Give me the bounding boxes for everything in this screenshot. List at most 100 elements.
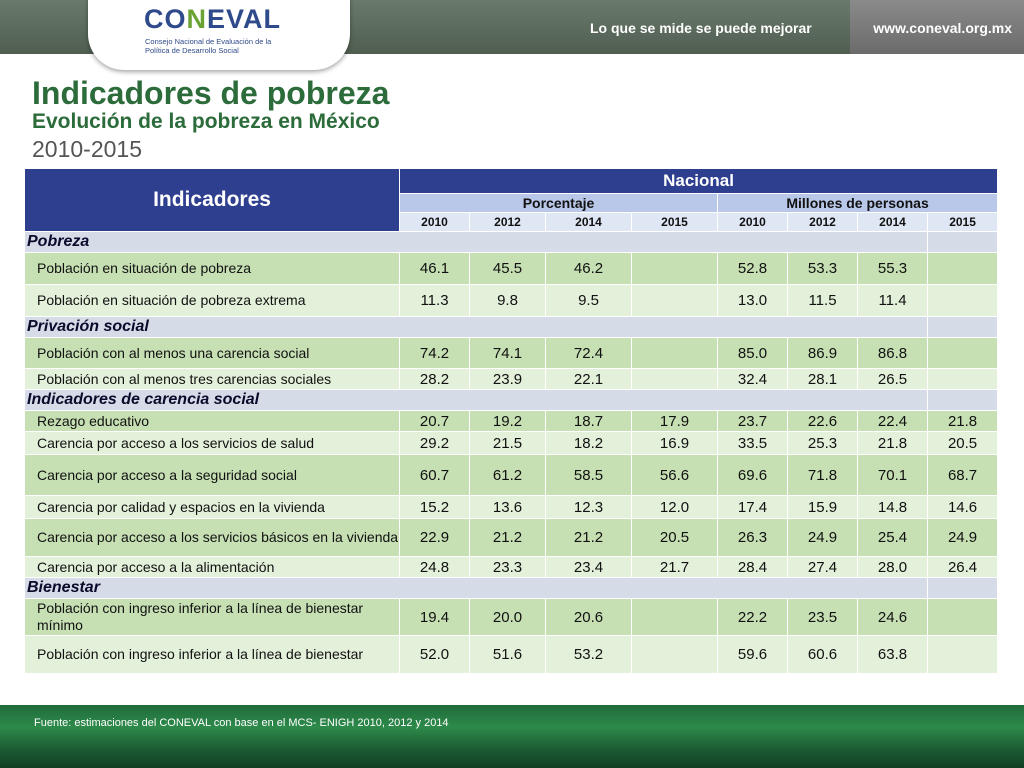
indicator-value: 21.2 bbox=[545, 518, 632, 557]
section-row: Privación social bbox=[24, 316, 999, 338]
indicator-value bbox=[926, 284, 999, 317]
indicator-value: 74.2 bbox=[399, 337, 470, 369]
source-note: Fuente: estimaciones del CONEVAL con bas… bbox=[34, 717, 449, 729]
table-row: Carencia por acceso a la alimentación 24.… bbox=[24, 556, 999, 578]
slogan: Lo que se mide se puede mejorar bbox=[590, 20, 812, 36]
indicator-value: 22.4 bbox=[857, 410, 928, 432]
footer-band bbox=[0, 705, 1024, 768]
indicator-value: 19.2 bbox=[469, 410, 546, 432]
indicator-value bbox=[926, 368, 999, 390]
indicator-value: 18.7 bbox=[545, 410, 632, 432]
indicator-label: Carencia por acceso a los servicios bási… bbox=[24, 518, 400, 557]
table-row: Carencia por acceso a la seguridad socia… bbox=[24, 454, 999, 496]
indicator-label: Población en situación de pobreza extrem… bbox=[24, 284, 400, 317]
indicator-value: 16.9 bbox=[631, 431, 718, 455]
indicator-value: 23.5 bbox=[787, 598, 858, 636]
indicators-header: Indicadores bbox=[24, 168, 400, 232]
table-row: Carencia por acceso a los servicios de s… bbox=[24, 431, 999, 455]
indicator-value: 52.0 bbox=[399, 635, 470, 674]
section-spacer bbox=[926, 316, 999, 338]
indicator-label: Rezago educativo bbox=[24, 410, 400, 432]
logo-accent-letter: N bbox=[186, 4, 207, 34]
percent-group-header: Porcentaje bbox=[399, 193, 718, 213]
indicator-value: 46.2 bbox=[545, 252, 632, 285]
section-row: Pobreza bbox=[24, 231, 999, 253]
indicator-value: 21.8 bbox=[926, 410, 999, 432]
indicator-label: Carencia por acceso a los servicios de s… bbox=[24, 431, 400, 455]
section-label: Indicadores de carencia social bbox=[24, 389, 928, 411]
indicator-value: 23.3 bbox=[469, 556, 546, 578]
indicator-value: 68.7 bbox=[926, 454, 999, 496]
indicator-value: 29.2 bbox=[399, 431, 470, 455]
indicator-value: 28.4 bbox=[717, 556, 788, 578]
website-link[interactable]: www.coneval.org.mx bbox=[873, 20, 1012, 36]
indicator-value: 19.4 bbox=[399, 598, 470, 636]
year-header: 2010 bbox=[399, 212, 470, 232]
indicator-value: 25.3 bbox=[787, 431, 858, 455]
indicator-value bbox=[631, 337, 718, 369]
indicator-value bbox=[926, 635, 999, 674]
indicator-label: Población con al menos tres carencias so… bbox=[24, 368, 400, 390]
indicator-value: 21.7 bbox=[631, 556, 718, 578]
indicator-value: 9.8 bbox=[469, 284, 546, 317]
indicator-value: 45.5 bbox=[469, 252, 546, 285]
indicator-value: 70.1 bbox=[857, 454, 928, 496]
years-row: 2010 2012 2014 2015 2010 2012 2014 2015 bbox=[25, 212, 999, 232]
indicator-value: 74.1 bbox=[469, 337, 546, 369]
coneval-logo: CONEVAL bbox=[144, 4, 282, 34]
page-subtitle: Evolución de la pobreza en México bbox=[32, 110, 380, 133]
table-row: Población con ingreso inferior a la líne… bbox=[24, 598, 999, 636]
logo-tab: CONEVAL Consejo Nacional de Evaluación d… bbox=[88, 0, 350, 70]
indicator-value: 85.0 bbox=[717, 337, 788, 369]
indicator-value: 32.4 bbox=[717, 368, 788, 390]
year-header: 2014 bbox=[545, 212, 632, 232]
indicator-value: 20.7 bbox=[399, 410, 470, 432]
table-row: Población con al menos tres carencias so… bbox=[24, 368, 999, 390]
indicator-value: 86.8 bbox=[857, 337, 928, 369]
indicator-value: 23.7 bbox=[717, 410, 788, 432]
indicator-value: 15.9 bbox=[787, 495, 858, 519]
indicator-value bbox=[631, 284, 718, 317]
indicator-value: 21.5 bbox=[469, 431, 546, 455]
indicator-value: 11.3 bbox=[399, 284, 470, 317]
indicator-value: 22.2 bbox=[717, 598, 788, 636]
period-label: 2010-2015 bbox=[32, 136, 142, 162]
indicator-value bbox=[926, 598, 999, 636]
indicator-value: 21.8 bbox=[857, 431, 928, 455]
indicator-value bbox=[631, 635, 718, 674]
indicator-value: 72.4 bbox=[545, 337, 632, 369]
indicator-value: 22.1 bbox=[545, 368, 632, 390]
indicator-value: 20.0 bbox=[469, 598, 546, 636]
indicator-value: 52.8 bbox=[717, 252, 788, 285]
table-row: Población con al menos una carencia soci… bbox=[24, 337, 999, 369]
indicator-value: 17.9 bbox=[631, 410, 718, 432]
indicator-value bbox=[631, 252, 718, 285]
table-row: Población con ingreso inferior a la líne… bbox=[24, 635, 999, 674]
indicator-value: 86.9 bbox=[787, 337, 858, 369]
indicator-value: 13.0 bbox=[717, 284, 788, 317]
section-label: Pobreza bbox=[24, 231, 928, 253]
indicator-value: 23.4 bbox=[545, 556, 632, 578]
indicator-value: 61.2 bbox=[469, 454, 546, 496]
page-title: Indicadores de pobreza bbox=[32, 75, 390, 111]
year-header: 2012 bbox=[787, 212, 858, 232]
year-header: 2010 bbox=[717, 212, 788, 232]
table-row: Rezago educativo 20.7 19.2 18.7 17.9 23.7 22.6… bbox=[24, 410, 999, 432]
indicator-value: 26.3 bbox=[717, 518, 788, 557]
indicator-value: 56.6 bbox=[631, 454, 718, 496]
indicator-value: 24.6 bbox=[857, 598, 928, 636]
table-row: Carencia por calidad y espacios en la vi… bbox=[24, 495, 999, 519]
section-spacer bbox=[926, 231, 999, 253]
indicator-value: 60.6 bbox=[787, 635, 858, 674]
indicator-label: Población en situación de pobreza bbox=[24, 252, 400, 285]
indicator-label: Carencia por acceso a la seguridad socia… bbox=[24, 454, 400, 496]
indicator-value: 26.5 bbox=[857, 368, 928, 390]
section-row: Indicadores de carencia social bbox=[24, 389, 999, 411]
indicator-value: 33.5 bbox=[717, 431, 788, 455]
indicator-label: Carencia por acceso a la alimentación bbox=[24, 556, 400, 578]
indicator-label: Población con ingreso inferior a la líne… bbox=[24, 598, 400, 636]
year-header: 2015 bbox=[926, 212, 999, 232]
indicator-value: 53.3 bbox=[787, 252, 858, 285]
national-header: Nacional bbox=[398, 168, 999, 194]
indicator-value: 20.6 bbox=[545, 598, 632, 636]
